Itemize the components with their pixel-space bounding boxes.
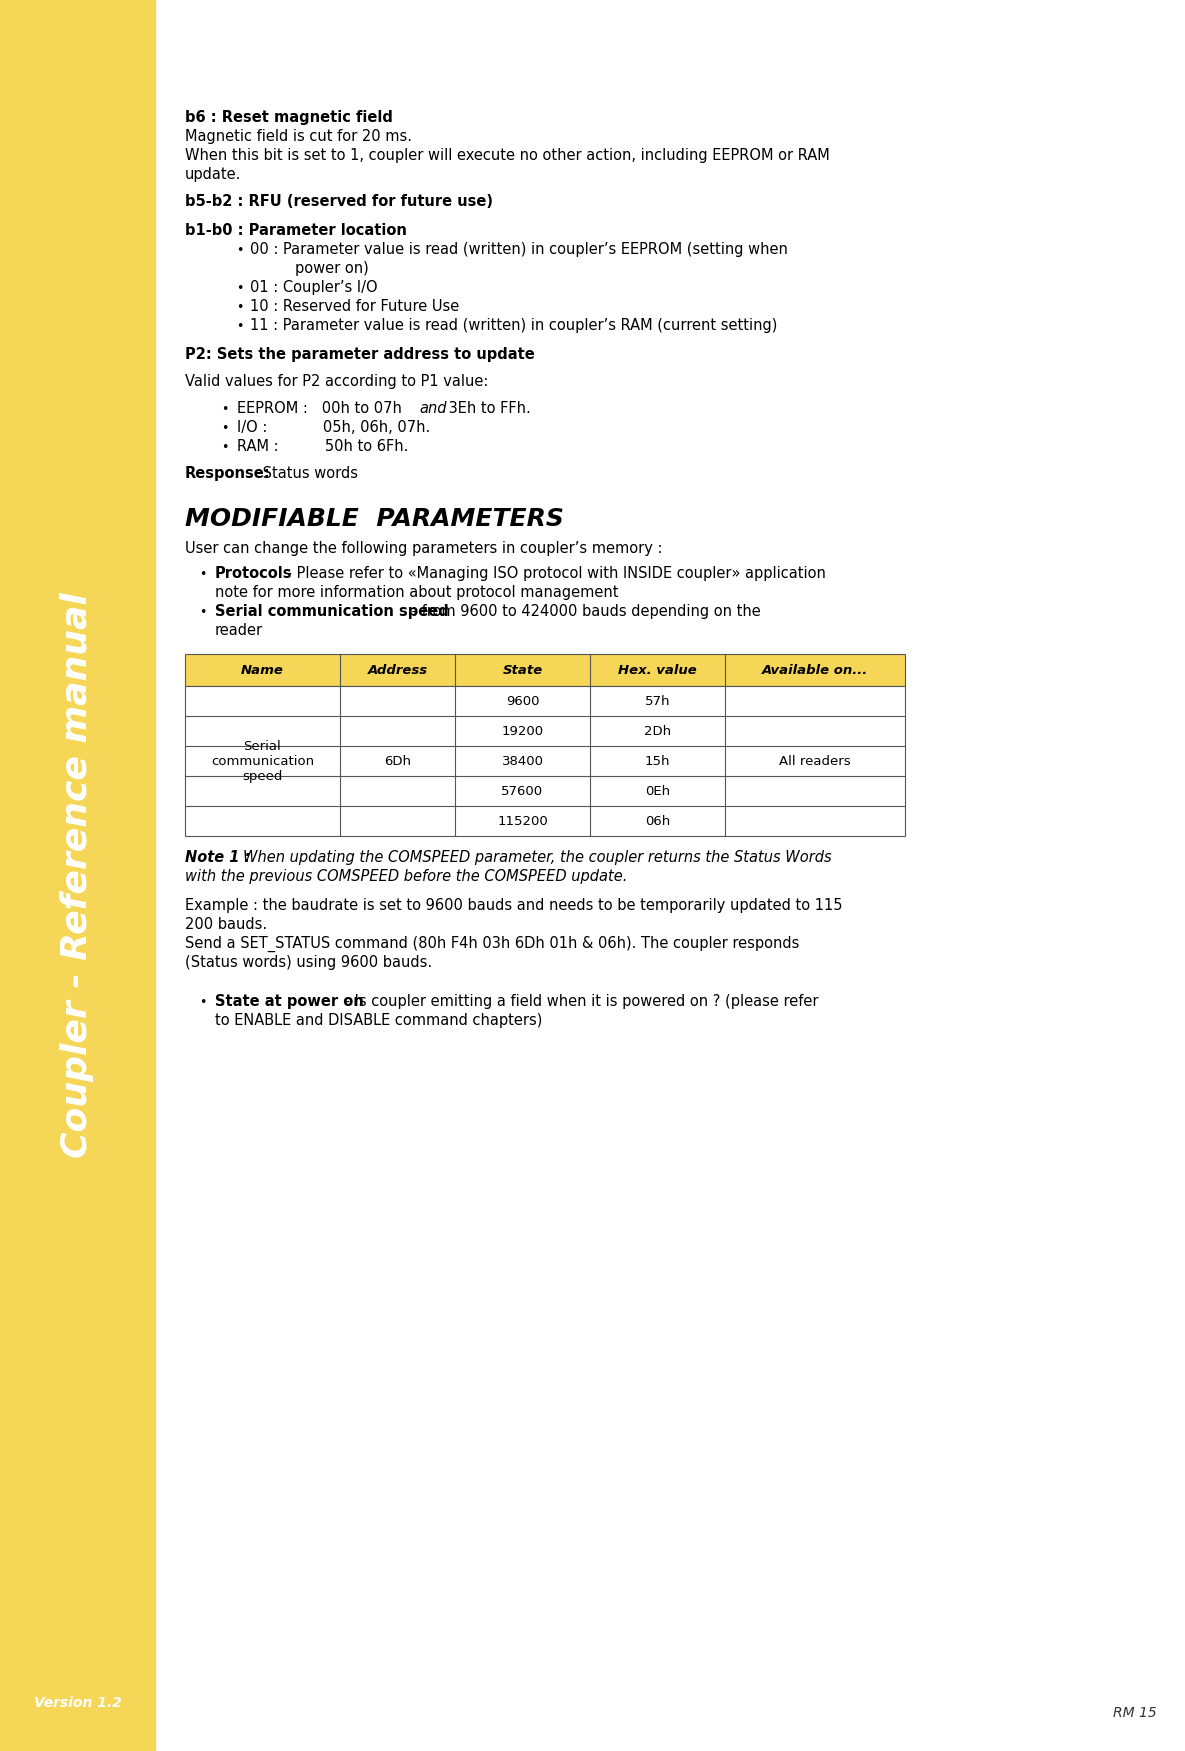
Text: 38400: 38400 — [501, 755, 544, 767]
Text: RAM :          50h to 6Fh.: RAM : 50h to 6Fh. — [237, 440, 409, 454]
Bar — [185, 655, 905, 686]
Text: 0Eh: 0Eh — [645, 784, 670, 797]
Text: P2: Sets the parameter address to update: P2: Sets the parameter address to update — [185, 347, 534, 362]
Text: I/O :            05h, 06h, 07h.: I/O : 05h, 06h, 07h. — [237, 420, 430, 434]
Text: 9600: 9600 — [506, 695, 539, 707]
Text: •: • — [222, 422, 229, 434]
Text: 06h: 06h — [645, 814, 671, 828]
Text: (Status words) using 9600 bauds.: (Status words) using 9600 bauds. — [185, 954, 433, 970]
Text: 6Dh: 6Dh — [384, 755, 411, 767]
Text: b6 : Reset magnetic field: b6 : Reset magnetic field — [185, 110, 393, 124]
Text: with the previous COMSPEED before the COMSPEED update.: with the previous COMSPEED before the CO… — [185, 868, 627, 884]
Bar — [185, 686, 905, 835]
Text: •: • — [236, 243, 244, 257]
Text: Status words: Status words — [258, 466, 358, 482]
Text: •: • — [236, 301, 244, 313]
Text: update.: update. — [185, 166, 242, 182]
Text: Magnetic field is cut for 20 ms.: Magnetic field is cut for 20 ms. — [185, 130, 412, 144]
Text: •: • — [199, 996, 206, 1009]
Text: •: • — [236, 320, 244, 333]
Text: Valid values for P2 according to P1 value:: Valid values for P2 according to P1 valu… — [185, 375, 488, 389]
Text: •: • — [199, 567, 206, 581]
Text: •: • — [199, 606, 206, 620]
Text: 19200: 19200 — [501, 725, 544, 737]
Text: User can change the following parameters in coupler’s memory :: User can change the following parameters… — [185, 541, 662, 557]
Text: Name: Name — [241, 664, 284, 676]
Text: •: • — [222, 441, 229, 454]
Text: 200 bauds.: 200 bauds. — [185, 918, 267, 932]
Text: •: • — [236, 282, 244, 294]
Text: RM 15: RM 15 — [1113, 1705, 1157, 1719]
Text: 01 : Coupler’s I/O: 01 : Coupler’s I/O — [250, 280, 378, 294]
Text: When this bit is set to 1, coupler will execute no other action, including EEPRO: When this bit is set to 1, coupler will … — [185, 149, 829, 163]
Text: MODIFIABLE  PARAMETERS: MODIFIABLE PARAMETERS — [185, 508, 564, 531]
Text: 3Eh to FFh.: 3Eh to FFh. — [444, 401, 531, 417]
Text: Version 1.2: Version 1.2 — [33, 1697, 121, 1711]
Text: Hex. value: Hex. value — [619, 664, 697, 676]
Text: b1-b0 : Parameter location: b1-b0 : Parameter location — [185, 222, 406, 238]
Text: EEPROM :   00h to 07h: EEPROM : 00h to 07h — [237, 401, 406, 417]
Text: 15h: 15h — [645, 755, 671, 767]
Text: 57600: 57600 — [501, 784, 544, 797]
Text: Address: Address — [367, 664, 428, 676]
Text: power on): power on) — [295, 261, 369, 277]
Bar — [0, 0, 155, 1751]
Text: 00 : Parameter value is read (written) in coupler’s EEPROM (setting when: 00 : Parameter value is read (written) i… — [250, 242, 788, 257]
Text: Protocols: Protocols — [214, 566, 293, 581]
Text: b5-b2 : RFU (reserved for future use): b5-b2 : RFU (reserved for future use) — [185, 194, 493, 208]
Text: 11 : Parameter value is read (written) in coupler’s RAM (current setting): 11 : Parameter value is read (written) i… — [250, 319, 777, 333]
Text: Send a SET_STATUS command (80h F4h 03h 6Dh 01h & 06h). The coupler responds: Send a SET_STATUS command (80h F4h 03h 6… — [185, 937, 800, 953]
Text: Coupler - Reference manual: Coupler - Reference manual — [60, 592, 95, 1159]
Text: to ENABLE and DISABLE command chapters): to ENABLE and DISABLE command chapters) — [214, 1014, 543, 1028]
Text: Serial
communication
speed: Serial communication speed — [211, 739, 314, 783]
Text: •: • — [222, 403, 229, 417]
Text: State at power on: State at power on — [214, 995, 364, 1009]
Text: State: State — [502, 664, 543, 676]
Text: 2Dh: 2Dh — [643, 725, 671, 737]
Text: - from 9600 to 424000 bauds depending on the: - from 9600 to 424000 bauds depending on… — [406, 604, 761, 620]
Text: - Is coupler emitting a field when it is powered on ? (please refer: - Is coupler emitting a field when it is… — [340, 995, 819, 1009]
Text: Response:: Response: — [185, 466, 270, 482]
Text: 115200: 115200 — [498, 814, 547, 828]
Text: note for more information about protocol management: note for more information about protocol… — [214, 585, 619, 601]
Text: Available on...: Available on... — [762, 664, 869, 676]
Text: 57h: 57h — [645, 695, 671, 707]
Text: All readers: All readers — [780, 755, 851, 767]
Text: Note 1 :: Note 1 : — [185, 849, 250, 865]
Text: Example : the baudrate is set to 9600 bauds and needs to be temporarily updated : Example : the baudrate is set to 9600 ba… — [185, 898, 843, 912]
Text: Serial communication speed: Serial communication speed — [214, 604, 449, 620]
Text: and: and — [419, 401, 447, 417]
Text: reader: reader — [214, 623, 263, 637]
Text: - Please refer to «Managing ISO protocol with INSIDE coupler» application: - Please refer to «Managing ISO protocol… — [282, 566, 826, 581]
Text: 10 : Reserved for Future Use: 10 : Reserved for Future Use — [250, 299, 460, 313]
Text: When updating the COMSPEED parameter, the coupler returns the Status Words: When updating the COMSPEED parameter, th… — [243, 849, 832, 865]
